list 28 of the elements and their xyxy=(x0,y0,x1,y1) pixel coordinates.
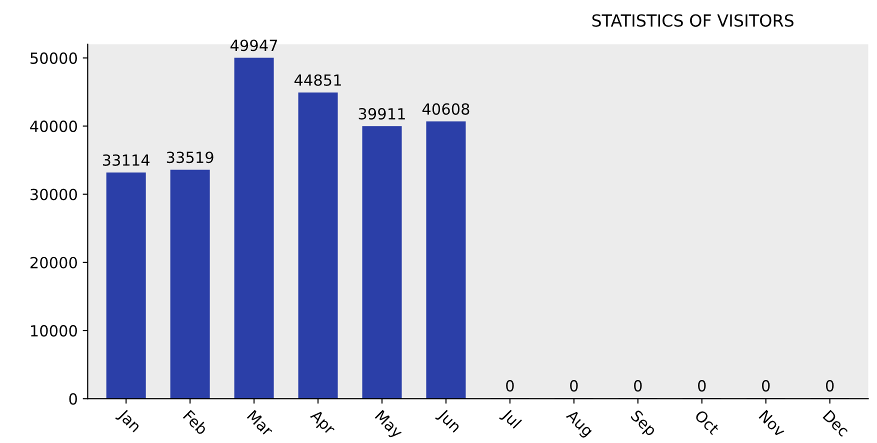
y-tick-label: 50000 xyxy=(30,52,77,64)
data-label: 49947 xyxy=(230,40,278,52)
data-label: 33519 xyxy=(166,152,214,164)
y-tick-label: 20000 xyxy=(30,256,77,268)
data-label: 0 xyxy=(826,380,834,392)
x-tick-label: Sep xyxy=(628,409,658,439)
data-label: 44851 xyxy=(294,74,341,86)
y-tick-label: 10000 xyxy=(31,325,77,337)
x-tick-label: Oct xyxy=(694,409,720,436)
chart-title: STATISTICS OF VISITORS xyxy=(592,14,794,27)
data-label: 0 xyxy=(570,380,578,392)
data-label: 39911 xyxy=(358,108,405,120)
x-tick-label: Jun xyxy=(435,408,462,435)
y-tick-label: 40000 xyxy=(30,120,77,132)
data-label: 40608 xyxy=(422,103,470,115)
data-label: 0 xyxy=(762,380,770,392)
x-tick-label: Mar xyxy=(246,410,274,438)
x-tick-label: Feb xyxy=(182,409,209,436)
data-label: 0 xyxy=(698,380,706,392)
x-tick-label: Jul xyxy=(499,408,522,431)
data-label: 0 xyxy=(634,380,642,392)
data-label: 33114 xyxy=(102,154,150,166)
data-label: 0 xyxy=(506,380,514,392)
x-tick-label: Apr xyxy=(308,408,336,438)
y-tick-label: 0 xyxy=(69,393,77,405)
y-tick-label: 30000 xyxy=(30,188,77,200)
x-tick-label: Nov xyxy=(758,410,786,438)
x-tick-label: Jan xyxy=(115,408,142,435)
